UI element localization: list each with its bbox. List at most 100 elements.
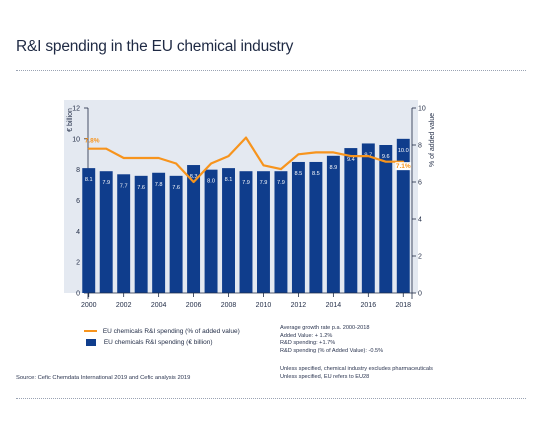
bar <box>99 171 113 293</box>
footnotes: Unless specified, chemical industry excl… <box>280 366 433 381</box>
bottom-divider <box>16 398 526 399</box>
bar-value-label: 7.6 <box>172 185 180 191</box>
line-point <box>227 155 230 158</box>
right-axis-tick-label: 8 <box>418 143 422 150</box>
bar <box>257 171 270 293</box>
bar <box>379 145 393 293</box>
bar-value-label: 8.5 <box>312 171 320 177</box>
line-point <box>297 153 300 156</box>
bar <box>344 148 358 293</box>
line-point <box>157 157 160 159</box>
growth-title: Average growth rate p.a. 2000-2018 <box>280 325 370 331</box>
x-axis-tick-label: 2000 <box>81 302 97 309</box>
line-point <box>367 155 370 158</box>
line-point <box>384 160 387 163</box>
left-axis-tick-label: 8 <box>76 167 80 174</box>
source-note: Source: Cefic Chemdata International 201… <box>16 375 191 381</box>
line-point <box>122 157 125 159</box>
bar-value-label: 9.6 <box>382 154 390 160</box>
bar-value-label: 7.8 <box>155 182 163 188</box>
bar-value-label: 8.3 <box>190 174 198 180</box>
growth-line: Added Value: + 1.2% <box>280 332 333 339</box>
legend-item-line: EU chemicals R&I spending (% of added va… <box>84 328 240 335</box>
right-axis-tick-label: 10 <box>418 106 426 113</box>
x-axis-tick-label: 2008 <box>221 302 237 309</box>
bar <box>134 175 148 293</box>
line-point <box>280 168 282 170</box>
x-axis-tick-label: 2002 <box>116 302 132 309</box>
line-point <box>245 136 247 139</box>
bar <box>396 138 410 293</box>
left-axis-tick-label: 6 <box>76 198 80 205</box>
line-point <box>192 181 195 183</box>
legend-line-swatch <box>84 330 97 333</box>
right-axis-tick-label: 4 <box>418 217 422 224</box>
bar <box>239 171 253 293</box>
line-point <box>262 164 265 167</box>
left-axis-tick-label: 10 <box>72 136 80 143</box>
bar-value-label: 8.1 <box>225 177 233 183</box>
right-axis-tick-label: 0 <box>418 291 422 298</box>
bar <box>152 172 166 293</box>
growth-notes: Average growth rate p.a. 2000-2018 Added… <box>280 325 383 355</box>
x-axis-tick-label: 2006 <box>186 302 202 309</box>
growth-line: R&D spending: +1.7% <box>280 340 336 346</box>
footnote: Unless specified, chemical industry excl… <box>280 366 433 372</box>
bar <box>187 165 201 293</box>
left-axis-tick-label: 2 <box>76 260 80 267</box>
bar-value-label: 10.0 <box>398 148 409 154</box>
right-axis-label: % of added value <box>429 113 436 167</box>
bar <box>222 168 235 293</box>
left-axis-tick-label: 0 <box>76 291 80 298</box>
line-point <box>349 155 352 158</box>
x-axis-tick-label: 2018 <box>395 302 411 309</box>
bar-value-label: 7.6 <box>137 185 145 191</box>
bar-value-label: 8.9 <box>329 165 337 171</box>
growth-line: R&D spending (% of Added Value): -0.5% <box>280 347 384 354</box>
left-axis-label: € billion <box>67 108 74 132</box>
line-point <box>402 160 405 163</box>
line-annotation: 7.8% <box>85 138 100 145</box>
bar-value-label: 8.0 <box>207 179 215 185</box>
legend-line-label: EU chemicals R&I spending (% of added va… <box>102 328 240 335</box>
line-point <box>105 147 108 150</box>
bar-value-label: 7.9 <box>242 180 250 186</box>
bar <box>309 161 323 293</box>
bar <box>291 161 305 293</box>
top-divider <box>16 70 526 71</box>
bar-value-label: 8.5 <box>295 171 303 177</box>
bar-value-label: 7.9 <box>102 180 110 186</box>
bar <box>82 168 96 293</box>
footnote: Unless specified, EU refers to EU28 <box>280 373 370 380</box>
bar-value-label: 8.1 <box>85 177 93 183</box>
legend-bar-label: EU chemicals R&I spending (€ billion) <box>103 339 213 347</box>
right-axis-tick-label: 2 <box>418 254 422 261</box>
x-axis-tick-label: 2012 <box>291 302 307 309</box>
bar <box>117 174 131 293</box>
bar <box>169 175 183 293</box>
bar <box>361 143 375 293</box>
bar <box>326 155 340 293</box>
line-point <box>87 147 90 150</box>
line-point <box>175 162 178 165</box>
line-point <box>332 151 335 154</box>
line-annotation: 7.1% <box>396 163 411 170</box>
left-axis-tick-label: 12 <box>72 106 80 113</box>
bar-value-label: 7.7 <box>120 183 128 189</box>
line-point <box>210 162 212 165</box>
x-axis-tick-label: 2016 <box>361 302 377 309</box>
bar <box>274 171 288 293</box>
bar-value-label: 7.9 <box>277 180 285 186</box>
legend-item-bar: EU chemicals R&I spending (€ billion) <box>84 339 213 346</box>
bar <box>204 169 218 293</box>
line-annotation-bg <box>395 162 412 171</box>
bar-value-label: 9.4 <box>347 157 355 163</box>
x-axis-tick-label: 2014 <box>326 302 342 309</box>
right-axis-tick-label: 6 <box>418 180 422 187</box>
left-axis-tick-label: 4 <box>76 229 80 236</box>
x-axis-tick-label: 2010 <box>256 302 272 309</box>
bar-value-label: 7.9 <box>260 180 268 186</box>
page-title: R&I spending in the EU chemical industry <box>16 38 294 55</box>
x-axis-tick-label: 2004 <box>151 302 167 309</box>
